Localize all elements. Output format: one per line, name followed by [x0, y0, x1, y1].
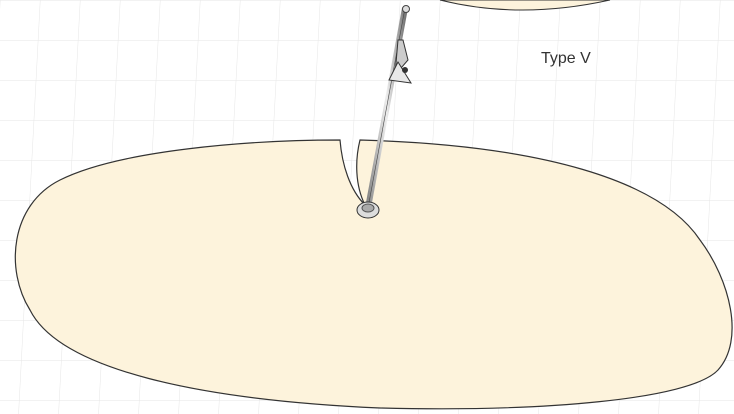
lawn-area — [14, 139, 733, 410]
type-label: Type V — [541, 50, 591, 67]
upper-area — [439, 0, 611, 11]
nozzle — [402, 67, 408, 73]
base-top — [361, 203, 375, 213]
pole-cap — [402, 5, 410, 13]
